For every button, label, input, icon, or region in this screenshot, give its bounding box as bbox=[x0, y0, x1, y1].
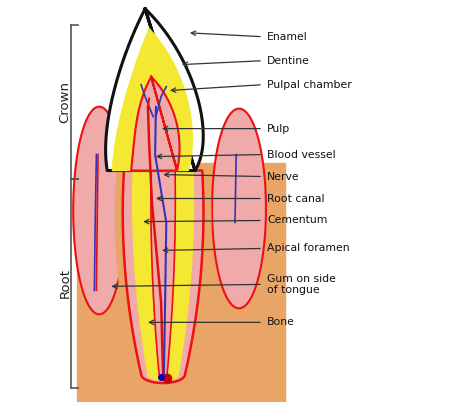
Polygon shape bbox=[73, 107, 125, 314]
Polygon shape bbox=[151, 171, 175, 376]
Polygon shape bbox=[212, 109, 266, 308]
Polygon shape bbox=[106, 9, 203, 171]
Text: Pulp: Pulp bbox=[267, 124, 290, 134]
Text: Gum on side
of tongue: Gum on side of tongue bbox=[267, 274, 336, 295]
Polygon shape bbox=[131, 77, 180, 171]
Text: Root: Root bbox=[59, 269, 72, 298]
Polygon shape bbox=[115, 171, 211, 385]
Text: Dentine: Dentine bbox=[267, 56, 310, 66]
Text: Blood vessel: Blood vessel bbox=[267, 149, 336, 160]
Text: Apical foramen: Apical foramen bbox=[267, 243, 350, 254]
Polygon shape bbox=[112, 29, 192, 171]
Text: Nerve: Nerve bbox=[267, 172, 300, 181]
Text: Cementum: Cementum bbox=[267, 215, 328, 226]
Text: Root canal: Root canal bbox=[267, 194, 325, 203]
Polygon shape bbox=[77, 162, 285, 405]
Text: Bone: Bone bbox=[267, 318, 295, 327]
Text: Crown: Crown bbox=[59, 81, 72, 123]
Polygon shape bbox=[133, 171, 193, 380]
Polygon shape bbox=[123, 171, 203, 383]
Text: Enamel: Enamel bbox=[267, 32, 308, 42]
Text: Pulpal chamber: Pulpal chamber bbox=[267, 80, 352, 90]
